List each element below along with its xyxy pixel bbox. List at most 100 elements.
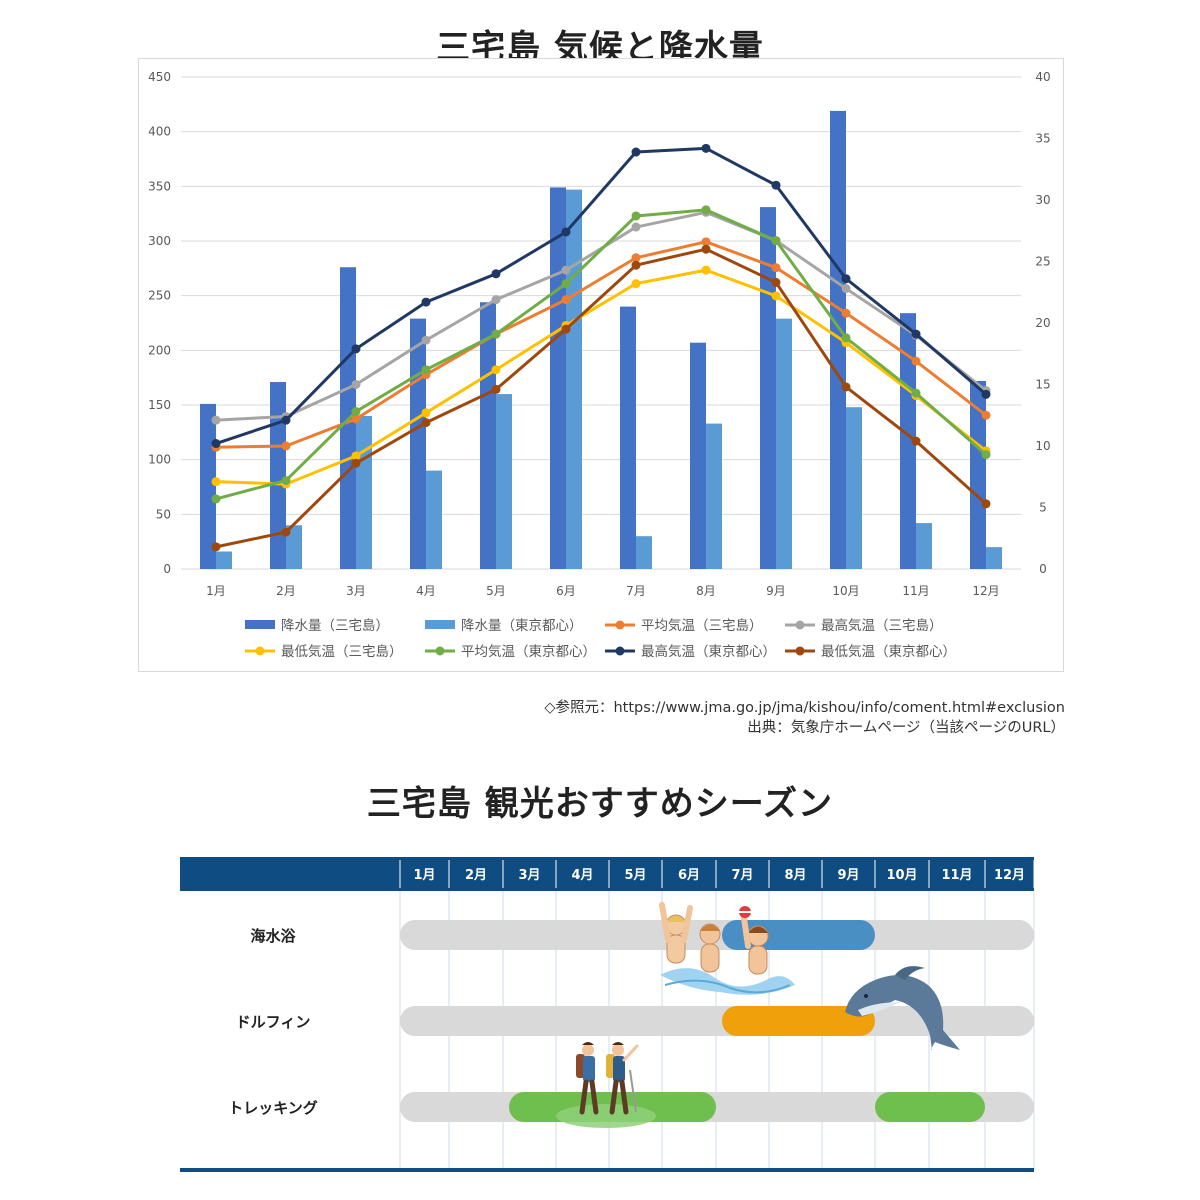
bar-tokyo-rain <box>636 536 652 569</box>
bar-miyakejima-rain <box>620 306 636 569</box>
series-point <box>561 324 571 334</box>
series-point <box>351 458 361 468</box>
legend-label: 最高気温（東京都心） <box>641 643 776 660</box>
y-axis-tick-label: 450 <box>148 70 171 84</box>
swimmer-hair <box>666 915 686 922</box>
swimmer-hair <box>700 924 720 931</box>
swimmer-body <box>748 945 768 975</box>
month-header: 1月 <box>413 868 435 883</box>
series-point <box>841 333 851 343</box>
series-line <box>215 210 987 422</box>
series-line <box>215 247 988 549</box>
series-point <box>911 388 921 398</box>
bar-tokyo-rain <box>356 415 372 569</box>
month-header: 10月 <box>886 868 917 883</box>
series-point <box>421 418 431 428</box>
legend-marker <box>795 646 805 656</box>
hiker-hair <box>612 1042 624 1045</box>
legend-swatch <box>425 620 455 629</box>
month-header: 3月 <box>518 868 540 883</box>
series-point <box>841 284 851 294</box>
series-point <box>281 441 291 451</box>
series-point <box>211 477 221 487</box>
bar-tokyo-rain <box>776 318 792 569</box>
y2-axis-tick-label: 10 <box>1035 439 1050 453</box>
climate-chart: 0 50 100 150 200 250 300 350 400 450 0 5 10 15 20 25 30 3… <box>148 70 1051 660</box>
hiker-arm-pointing <box>622 1044 639 1062</box>
y2-axis-tick-label: 15 <box>1035 378 1050 392</box>
legend-label: 最低気温（東京都心） <box>821 644 956 660</box>
season-track <box>400 1092 1034 1122</box>
bar-miyakejima-rain <box>410 318 426 569</box>
series-point <box>421 335 431 345</box>
series-point <box>841 382 851 392</box>
month-header: 12月 <box>994 868 1025 883</box>
series-point <box>561 279 571 289</box>
swimmer-head <box>665 914 687 936</box>
swimmer-arm <box>741 915 751 949</box>
series-point <box>631 222 641 232</box>
y-axis-tick-label: 0 <box>163 562 171 576</box>
y-axis-tick-label: 400 <box>148 125 171 139</box>
source-credit: 出典：気象庁ホームページ（当該ページのURL） <box>747 720 1065 736</box>
y2-axis-tick-label: 0 <box>1039 562 1047 576</box>
y-axis-tick-label: 300 <box>148 234 171 248</box>
bar-miyakejima-rain <box>830 110 846 569</box>
month-header: 2月 <box>465 868 487 883</box>
series-point <box>561 265 571 275</box>
legend-marker <box>435 646 445 656</box>
swimmer-head <box>699 923 721 945</box>
table-bottom-line <box>180 1168 1034 1172</box>
legend-marker <box>255 646 265 656</box>
legend-marker <box>795 620 805 630</box>
legend-label: 降水量（東京都心） <box>461 618 583 634</box>
series-point <box>491 269 501 279</box>
bar-tokyo-rain <box>706 423 722 569</box>
hiker-backpack <box>606 1054 615 1078</box>
series-point <box>421 365 431 375</box>
hiker-backpack <box>576 1054 585 1078</box>
activity-label: ドルフィン <box>236 1013 311 1031</box>
hiker-torso <box>613 1056 625 1082</box>
series-point <box>701 237 711 247</box>
series-point <box>491 384 501 394</box>
swimmer-arm <box>681 905 693 943</box>
series-point <box>421 297 431 307</box>
series-point <box>351 451 361 461</box>
y2-axis-tick-label: 35 <box>1035 132 1050 146</box>
series-point <box>701 143 711 153</box>
series-point <box>701 205 711 215</box>
beach-ball <box>739 906 751 918</box>
series-point <box>981 450 991 460</box>
series-point <box>631 211 641 221</box>
bar-tokyo-rain <box>496 394 512 569</box>
y-axis-tick-label: 200 <box>148 343 171 357</box>
series-point <box>771 277 781 287</box>
hikers-illustration <box>556 1042 656 1128</box>
legend-label: 平均気温（東京都心） <box>461 644 596 660</box>
bar-tokyo-rain <box>566 189 582 569</box>
series-point <box>841 274 851 284</box>
legend-label: 最高気温（三宅島） <box>821 617 943 634</box>
bar-tokyo-rain <box>286 525 302 569</box>
x-axis-tick-label: 6月 <box>556 584 576 598</box>
series-point <box>981 389 991 399</box>
x-axis-tick-label: 2月 <box>276 584 296 598</box>
y-axis-tick-label: 150 <box>148 398 171 412</box>
x-axis-tick-label: 9月 <box>766 584 786 598</box>
season-chart-title: 三宅島 観光おすすめシーズン <box>366 784 834 824</box>
series-point <box>771 180 781 190</box>
legend-label: 最低気温（三宅島） <box>281 644 403 660</box>
season-bar <box>722 1006 875 1036</box>
dolphin-eye <box>864 994 868 998</box>
header-bar <box>180 857 1034 891</box>
month-header: 4月 <box>571 868 593 883</box>
x-axis-tick-label: 11月 <box>902 584 929 598</box>
series-point <box>351 407 361 417</box>
bar-miyakejima-rain <box>970 380 986 569</box>
series-point <box>211 439 221 449</box>
season-track <box>400 1006 1034 1036</box>
series-point <box>771 236 781 246</box>
series-point <box>771 263 781 273</box>
y2-axis-tick-label: 40 <box>1035 70 1050 84</box>
